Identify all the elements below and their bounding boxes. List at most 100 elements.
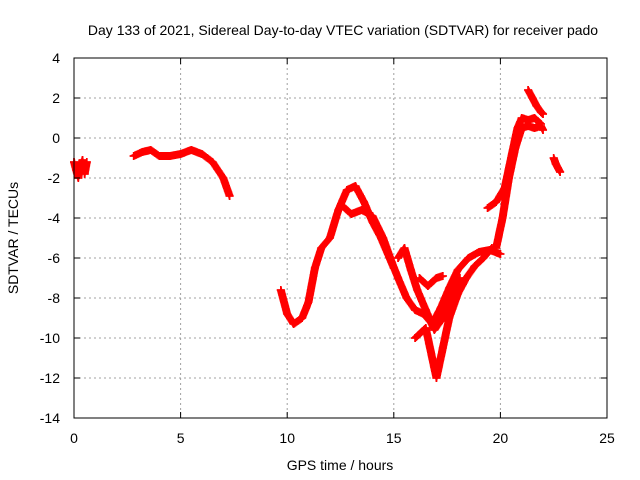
- data-point: [462, 274, 471, 282]
- series-segment: [411, 244, 496, 382]
- data-point: [556, 168, 565, 176]
- data-point: [421, 324, 430, 332]
- data-point: [76, 162, 85, 170]
- data-point: [517, 124, 526, 132]
- data-point: [532, 102, 541, 110]
- y-tick-label: -8: [48, 290, 61, 306]
- data-point: [334, 206, 343, 214]
- y-tick-label: -6: [48, 250, 61, 266]
- data-point: [539, 126, 548, 134]
- data-point: [528, 94, 537, 102]
- data-point: [549, 154, 558, 162]
- x-tick-label: 0: [70, 430, 78, 446]
- data-point: [394, 254, 403, 262]
- y-tick-label: -12: [40, 370, 60, 386]
- data-point: [138, 148, 147, 156]
- data-point: [165, 152, 174, 160]
- series-segment: [524, 86, 548, 118]
- data-point: [415, 274, 424, 282]
- data-point: [475, 248, 484, 256]
- axis-ticks: 0 5 10 15 20 25 -14 -12 -10 -8 -6 -4 -2 0 2 4: [40, 50, 615, 446]
- data-point: [298, 314, 307, 322]
- data-point: [342, 186, 351, 194]
- data-point: [400, 244, 409, 252]
- data-point: [539, 110, 548, 118]
- y-tick-label: -4: [48, 210, 61, 226]
- data-point: [82, 158, 91, 166]
- data-point: [225, 192, 234, 200]
- data-point: [176, 150, 185, 158]
- series-segment: [129, 146, 234, 200]
- data-point: [78, 156, 87, 164]
- data-point: [438, 272, 447, 280]
- series-segment: [492, 122, 548, 252]
- x-tick-label: 5: [177, 430, 185, 446]
- data-point: [453, 266, 462, 274]
- data-point: [155, 152, 164, 160]
- data-point: [208, 158, 217, 166]
- data-point: [289, 320, 298, 328]
- plot-frame: [73, 57, 608, 419]
- data-point: [72, 166, 81, 174]
- data-point: [187, 146, 196, 154]
- data-point: [310, 264, 319, 272]
- data-point: [359, 198, 368, 206]
- data-point: [496, 250, 505, 258]
- data-point: [394, 274, 403, 282]
- data-point: [453, 290, 462, 298]
- y-tick-label: -10: [40, 330, 60, 346]
- data-point: [406, 266, 415, 274]
- series-segment: [276, 182, 398, 328]
- x-tick-label: 25: [599, 430, 615, 446]
- data-point: [432, 374, 441, 382]
- data-point: [276, 286, 285, 294]
- data-point: [411, 334, 420, 342]
- data-point: [432, 274, 441, 282]
- data-point: [445, 314, 454, 322]
- grid-lines: [74, 58, 607, 418]
- series-segment: [70, 156, 91, 182]
- data-point: [470, 262, 479, 270]
- chart-title: Day 133 of 2021, Sidereal Day-to-day VTE…: [88, 22, 598, 38]
- data-point: [368, 212, 377, 220]
- data-point: [511, 144, 520, 152]
- y-tick-label: 4: [52, 50, 60, 66]
- data-point: [479, 254, 488, 262]
- y-tick-label: 2: [52, 90, 60, 106]
- data-point: [530, 114, 539, 122]
- series-markers: [492, 122, 547, 252]
- series-segment: [549, 154, 565, 176]
- data-point: [438, 344, 447, 352]
- x-axis-label: GPS time / hours: [287, 457, 394, 473]
- data-point: [464, 254, 473, 262]
- data-point: [347, 210, 356, 218]
- series-markers: [276, 182, 398, 328]
- data-point: [423, 282, 432, 290]
- data-point: [430, 326, 439, 334]
- data-point: [317, 244, 326, 252]
- data-point: [421, 306, 430, 314]
- series-segment: [415, 272, 447, 290]
- x-tick-label: 20: [493, 430, 509, 446]
- data-point: [197, 150, 206, 158]
- data-point: [357, 206, 366, 214]
- data-point: [492, 244, 501, 252]
- data-point: [498, 214, 507, 222]
- data-point: [219, 174, 228, 182]
- data-point: [379, 234, 388, 242]
- data-point: [402, 294, 411, 302]
- data-point: [387, 258, 396, 266]
- y-tick-label: -2: [48, 170, 61, 186]
- data-point: [338, 202, 347, 210]
- data-point: [413, 286, 422, 294]
- data-point: [524, 122, 533, 130]
- y-tick-label: 0: [52, 130, 60, 146]
- x-tick-label: 15: [386, 430, 402, 446]
- data-point: [304, 298, 313, 306]
- x-tick-label: 10: [279, 430, 295, 446]
- data-point: [483, 204, 492, 212]
- data-point: [325, 234, 334, 242]
- data-point: [146, 146, 155, 154]
- data-series: [70, 86, 565, 382]
